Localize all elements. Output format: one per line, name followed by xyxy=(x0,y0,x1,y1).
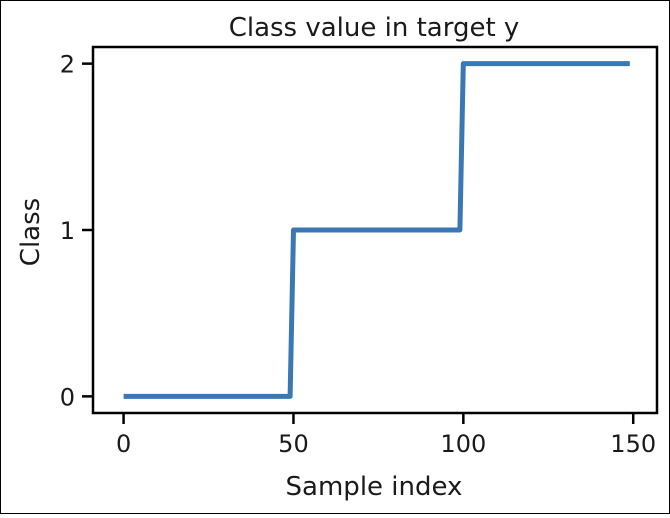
series-line-0 xyxy=(123,61,630,399)
plot-area xyxy=(91,45,659,415)
x-tick-label: 100 xyxy=(440,430,486,458)
y-tick-label: 2 xyxy=(60,51,75,79)
y-axis-label: Class xyxy=(16,198,46,266)
y-tick-label: 1 xyxy=(60,217,75,245)
chart-title: Class value in target y xyxy=(229,13,520,43)
x-tick-label: 150 xyxy=(610,430,656,458)
y-tick-label: 0 xyxy=(60,383,75,411)
x-axis-ticks: 0 50 100 150 xyxy=(116,413,656,458)
series-layer xyxy=(123,61,630,399)
x-tick-label: 0 xyxy=(116,430,131,458)
x-tick-label: 50 xyxy=(278,430,309,458)
y-axis-ticks: 0 1 2 xyxy=(60,51,93,411)
x-axis-label: Sample index xyxy=(286,472,463,502)
